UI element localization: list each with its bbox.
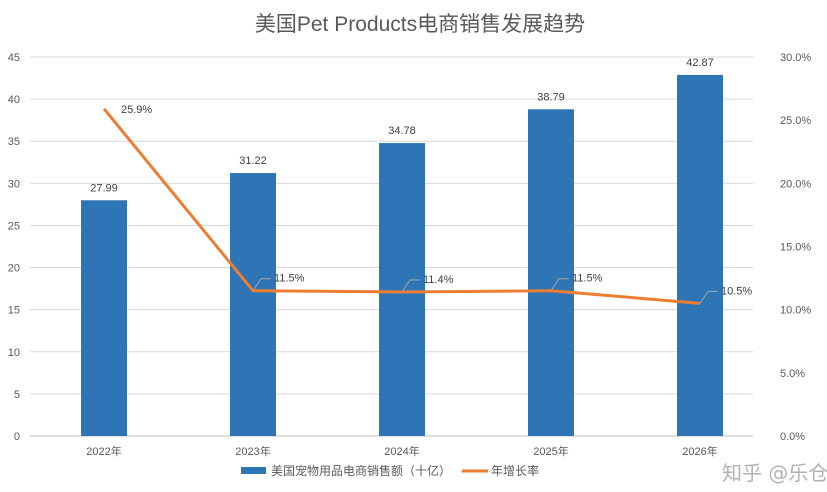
line-data-label: 11.5% [572,273,603,285]
y-right-tick-label: 5.0% [780,368,805,380]
x-tick-label: 2022年 [86,444,121,458]
bar [379,143,425,436]
y-right-tick-label: 25.0% [780,115,811,127]
line-data-label: 11.4% [423,274,454,286]
y-left-tick-label: 35 [8,136,20,148]
chart-title: 美国Pet Products电商销售发展趋势 [255,13,585,36]
x-tick-label: 2023年 [235,444,270,458]
line-data-label: 11.5% [274,273,305,285]
bar [528,109,574,436]
legend-label: 年增长率 [491,463,539,478]
y-left-tick-label: 5 [14,389,20,401]
x-tick-label: 2024年 [384,444,419,458]
y-left-tick-label: 40 [8,94,20,106]
y-right-tick-label: 20.0% [780,178,811,190]
y-left-tick-label: 15 [8,305,20,317]
leader-line [252,278,271,291]
bar-data-label: 27.99 [90,182,118,194]
bar [81,200,127,436]
bar [230,173,276,436]
bar [677,74,723,436]
legend-swatch-bar [241,467,266,474]
watermark: 知乎 @乐仓 [722,461,827,485]
y-left-tick-label: 0 [14,431,20,443]
bar-data-label: 38.79 [537,91,565,103]
y-right-tick-label: 30.0% [780,52,811,64]
legend-label: 美国宠物用品电商销售额（十亿） [271,463,451,478]
x-tick-label: 2026年 [682,444,717,458]
line-data-label: 25.9% [121,104,152,116]
leader-line [550,278,569,291]
y-left-tick-label: 30 [8,178,20,190]
leader-line [401,279,420,293]
x-tick-label: 2025年 [533,444,568,458]
bar-data-label: 31.22 [239,155,267,167]
y-left-tick-label: 45 [8,52,20,64]
y-left-tick-label: 10 [8,347,20,359]
y-left-tick-label: 25 [8,220,20,232]
leader-line [699,290,718,304]
line-data-label: 10.5% [721,285,752,297]
bar-data-label: 34.78 [388,125,416,137]
y-right-tick-label: 15.0% [780,242,811,254]
y-right-tick-label: 0.0% [780,431,805,443]
bar-data-label: 42.87 [686,57,714,69]
y-right-tick-label: 10.0% [780,305,811,317]
y-left-tick-label: 20 [8,263,20,275]
